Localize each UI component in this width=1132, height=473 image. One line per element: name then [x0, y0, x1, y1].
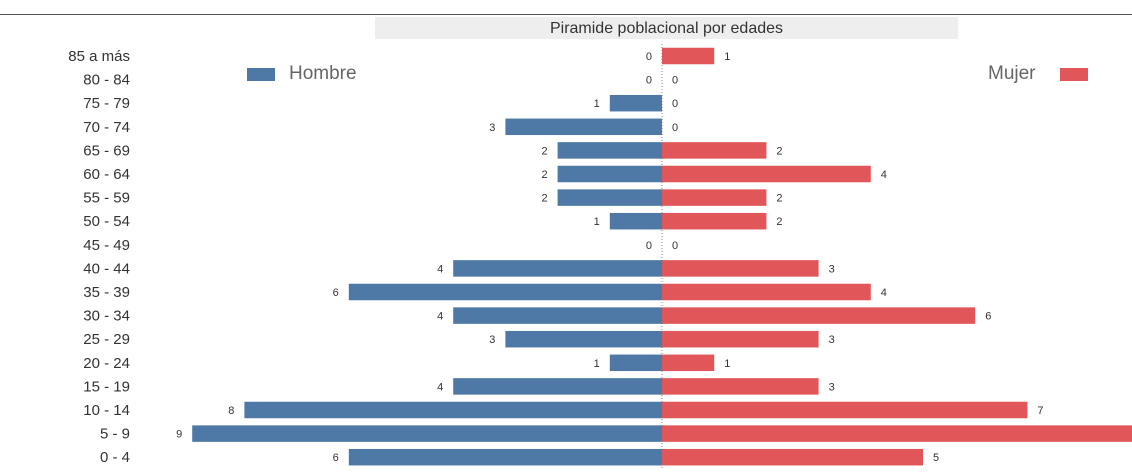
- bar-hombre: [557, 189, 662, 206]
- age-group-label: 25 - 29: [83, 331, 130, 348]
- bar-mujer: [662, 378, 819, 395]
- age-group-label: 70 - 74: [83, 119, 130, 136]
- value-label-mujer: 3: [829, 334, 835, 346]
- value-label-hombre: 2: [541, 193, 547, 205]
- value-label-hombre: 0: [646, 240, 652, 252]
- bar-mujer: [662, 425, 1132, 442]
- value-label-mujer: 0: [672, 98, 678, 110]
- bar-hombre: [453, 307, 662, 324]
- bar-hombre: [505, 118, 662, 136]
- age-group-label: 40 - 44: [83, 260, 130, 277]
- value-label-mujer: 3: [829, 381, 835, 393]
- value-label-hombre: 0: [646, 51, 652, 63]
- value-label-hombre: 9: [176, 429, 182, 441]
- age-group-label: 85 a más: [68, 48, 130, 65]
- bar-hombre: [453, 378, 662, 395]
- bar-mujer: [662, 354, 715, 372]
- bar-hombre: [348, 283, 662, 301]
- value-label-hombre: 6: [333, 452, 339, 464]
- legend-mujer: Mujer: [988, 63, 1088, 85]
- top-rule: [0, 14, 1132, 15]
- value-label-hombre: 4: [437, 381, 443, 393]
- value-label-mujer: 4: [881, 287, 887, 299]
- legend-hombre: Hombre: [247, 63, 357, 85]
- bar-mujer: [662, 165, 871, 183]
- bar-hombre: [505, 330, 662, 348]
- value-label-mujer: 2: [776, 193, 782, 205]
- age-group-label: 45 - 49: [83, 237, 130, 254]
- bar-hombre: [348, 448, 662, 466]
- age-group-label: 75 - 79: [83, 95, 130, 112]
- age-group-label: 10 - 14: [83, 402, 130, 419]
- value-label-hombre: 6: [333, 287, 339, 299]
- bar-hombre: [244, 401, 662, 419]
- bar-mujer: [662, 260, 819, 277]
- bar-mujer: [662, 47, 715, 65]
- title-band: [375, 17, 958, 39]
- value-label-mujer: 0: [672, 75, 678, 87]
- age-group-label: 20 - 24: [83, 355, 130, 372]
- value-label-mujer: 0: [672, 240, 678, 252]
- value-label-hombre: 2: [541, 145, 547, 157]
- value-label-mujer: 1: [724, 358, 730, 370]
- bar-mujer: [662, 283, 871, 301]
- value-label-mujer: 3: [829, 263, 835, 275]
- legend-swatch-hombre: [247, 67, 275, 81]
- legend-swatch-mujer: [1059, 67, 1088, 81]
- bar-mujer: [662, 189, 767, 206]
- bar-mujer: [662, 307, 976, 324]
- value-label-mujer: 4: [881, 169, 887, 181]
- age-group-label: 80 - 84: [83, 72, 130, 89]
- bar-mujer: [662, 401, 1028, 419]
- value-label-mujer: 7: [1037, 405, 1043, 417]
- value-label-hombre: 1: [594, 98, 600, 110]
- bar-hombre: [609, 94, 662, 112]
- bar-mujer: [662, 212, 767, 230]
- value-label-hombre: 8: [228, 405, 234, 417]
- bar-hombre: [609, 354, 662, 372]
- age-group-label: 50 - 54: [83, 213, 130, 230]
- value-label-mujer: 6: [985, 311, 991, 323]
- age-group-label: 35 - 39: [83, 284, 130, 301]
- value-label-mujer: 2: [776, 145, 782, 157]
- value-label-hombre: 1: [594, 216, 600, 228]
- bar-hombre: [557, 142, 662, 159]
- age-group-label: 5 - 9: [100, 426, 130, 443]
- value-label-hombre: 3: [489, 122, 495, 134]
- bar-hombre: [557, 165, 662, 183]
- value-label-hombre: 4: [437, 311, 443, 323]
- age-group-label: 60 - 64: [83, 166, 130, 183]
- value-label-hombre: 3: [489, 334, 495, 346]
- value-label-mujer: 2: [776, 216, 782, 228]
- age-group-label: 15 - 19: [83, 378, 130, 395]
- value-label-mujer: 0: [672, 122, 678, 134]
- age-group-label: 65 - 69: [83, 142, 130, 159]
- value-label-hombre: 0: [646, 75, 652, 87]
- chart-title: Piramide poblacional por edades: [549, 20, 784, 37]
- bar-hombre: [192, 425, 662, 442]
- value-label-mujer: 1: [724, 51, 730, 63]
- bar-mujer: [662, 142, 767, 159]
- legend-label-hombre: Hombre: [289, 63, 357, 84]
- bar-hombre: [609, 212, 662, 230]
- bar-mujer: [662, 330, 819, 348]
- value-label-mujer: 5: [933, 452, 939, 464]
- value-label-hombre: 1: [594, 358, 600, 370]
- bar-hombre: [453, 260, 662, 277]
- age-group-label: 30 - 34: [83, 308, 130, 325]
- age-group-label: 0 - 4: [100, 449, 130, 466]
- legend-label-mujer: Mujer: [988, 63, 1036, 84]
- bar-mujer: [662, 448, 923, 466]
- value-label-hombre: 2: [541, 169, 547, 181]
- value-label-hombre: 4: [437, 263, 443, 275]
- age-group-label: 55 - 59: [83, 190, 130, 207]
